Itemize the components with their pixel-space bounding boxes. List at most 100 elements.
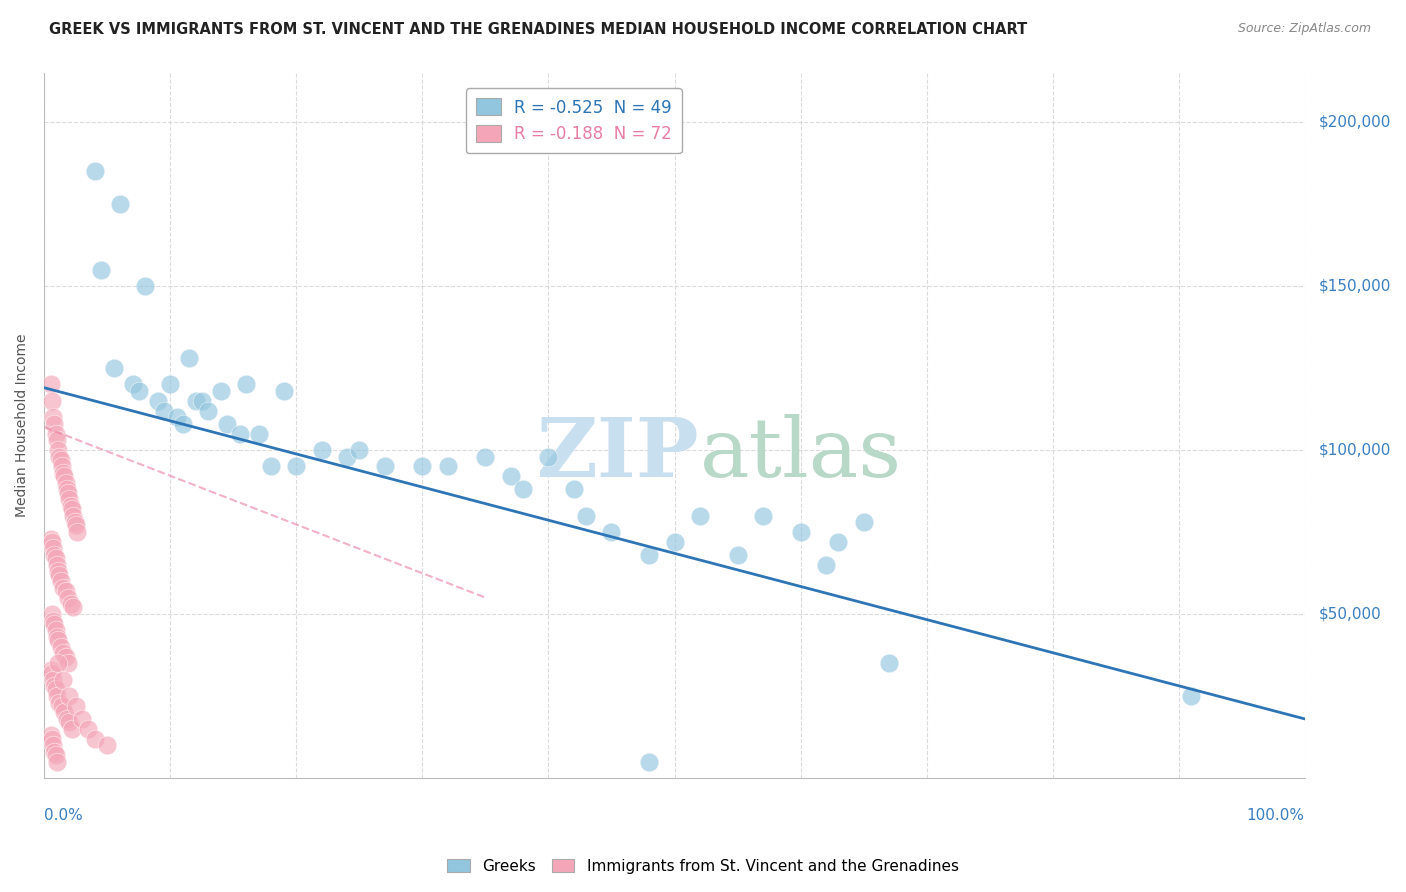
Point (45, 551, 67, 566)
Point (45, 689, 67, 703)
Point (215, 417, 238, 431)
Point (83, 731, 105, 746)
Point (44, 679, 66, 693)
Point (228, 426, 250, 441)
Legend: Greeks, Immigrants from St. Vincent and the Grenadines: Greeks, Immigrants from St. Vincent and … (441, 853, 965, 880)
Point (60, 722, 83, 736)
Point (42, 614, 65, 628)
Point (336, 450, 359, 464)
Text: $100,000: $100,000 (1319, 442, 1391, 458)
Point (537, 450, 560, 464)
Point (664, 534, 686, 549)
Point (638, 548, 661, 562)
Text: atlas: atlas (700, 414, 901, 493)
Point (877, 656, 900, 670)
Point (58, 485, 80, 500)
Point (63, 515, 86, 529)
Point (55, 649, 77, 664)
Point (273, 384, 295, 398)
Point (62, 600, 84, 615)
Point (45, 434, 67, 448)
Point (59, 597, 82, 611)
Point (146, 393, 169, 408)
Point (58, 492, 80, 507)
Point (159, 377, 181, 392)
Point (103, 361, 125, 376)
Point (48, 567, 70, 582)
Point (65, 518, 87, 533)
Point (235, 377, 257, 392)
Point (789, 524, 811, 539)
Point (44, 616, 66, 631)
Point (166, 410, 188, 425)
Point (42, 410, 65, 425)
Point (52, 673, 75, 687)
Point (56, 483, 79, 497)
Point (45, 747, 67, 762)
Point (45, 624, 67, 638)
Point (179, 351, 201, 366)
Point (191, 393, 214, 408)
Text: 100.0%: 100.0% (1247, 808, 1305, 823)
Point (46, 633, 69, 648)
Point (45, 755, 67, 769)
Point (49, 453, 72, 467)
Point (285, 459, 308, 474)
Point (44, 548, 66, 562)
Point (96, 738, 118, 752)
Point (39, 728, 62, 742)
Point (374, 459, 396, 474)
Point (827, 534, 849, 549)
Point (45, 682, 67, 697)
Point (90, 262, 112, 277)
Point (727, 548, 749, 562)
Point (474, 450, 496, 464)
Point (39, 377, 62, 392)
Point (42, 541, 65, 556)
Point (184, 393, 207, 408)
Point (46, 443, 69, 458)
Point (260, 459, 283, 474)
Point (52, 466, 75, 480)
Point (46, 565, 69, 579)
Point (41, 607, 63, 621)
Point (172, 417, 194, 431)
Point (121, 377, 143, 392)
Point (197, 403, 219, 417)
Point (512, 483, 534, 497)
Point (59, 499, 82, 513)
Point (436, 459, 458, 474)
Text: $150,000: $150,000 (1319, 278, 1391, 293)
Point (41, 731, 63, 746)
Point (41, 534, 63, 549)
Point (55, 475, 77, 490)
Point (311, 443, 333, 458)
Point (52, 581, 75, 595)
Text: $50,000: $50,000 (1319, 607, 1381, 622)
Point (51, 459, 73, 474)
Point (66, 524, 89, 539)
Point (689, 508, 711, 523)
Point (39, 532, 62, 546)
Point (65, 698, 87, 713)
Point (49, 574, 72, 589)
Point (209, 384, 232, 398)
Point (49, 640, 72, 654)
Point (48, 450, 70, 464)
Legend: R = -0.525  N = 49, R = -0.188  N = 72: R = -0.525 N = 49, R = -0.188 N = 72 (465, 88, 682, 153)
Text: $200,000: $200,000 (1319, 115, 1391, 129)
Point (349, 443, 371, 458)
Point (638, 755, 661, 769)
Point (58, 715, 80, 730)
Point (153, 403, 176, 417)
Text: ZIP: ZIP (537, 414, 700, 493)
Point (852, 515, 875, 529)
Point (51, 698, 73, 713)
Point (55, 584, 77, 599)
Point (1180, 689, 1202, 703)
Text: GREEK VS IMMIGRANTS FROM ST. VINCENT AND THE GRENADINES MEDIAN HOUSEHOLD INCOME : GREEK VS IMMIGRANTS FROM ST. VINCENT AND… (49, 22, 1028, 37)
Point (58, 656, 80, 670)
Point (83, 164, 105, 178)
Point (58, 591, 80, 605)
Point (499, 469, 522, 483)
